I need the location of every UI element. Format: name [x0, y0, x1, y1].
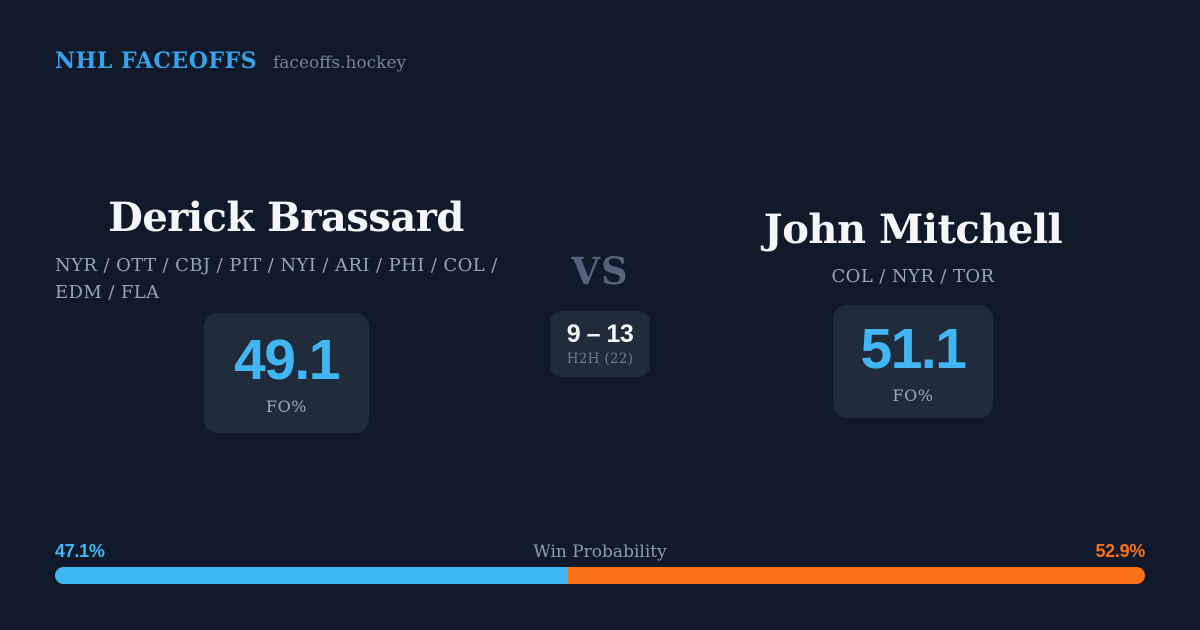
player-right-teams: COL / NYR / TOR: [831, 266, 995, 287]
player-left-name: Derick Brassard: [108, 194, 464, 241]
h2h-score: 9 – 13: [566, 320, 634, 348]
player-left-stat-card: 49.1 FO%: [204, 313, 369, 433]
header: NHL FACEOFFS faceoffs.hockey: [55, 48, 406, 74]
player-right-name: John Mitchell: [763, 206, 1063, 253]
player-right-fo-label: FO%: [892, 385, 934, 405]
site-url: faceoffs.hockey: [273, 53, 407, 73]
win-prob-title: Win Probability: [533, 542, 667, 562]
win-prob-left-pct: 47.1%: [55, 541, 105, 561]
player-right-fo-value: 51.1: [860, 316, 967, 381]
player-right-stat-card: 51.1 FO%: [833, 305, 993, 418]
h2h-label: H2H (22): [566, 351, 634, 367]
win-probability-bar-left-segment: [55, 567, 569, 584]
win-probability-bar: [55, 567, 1145, 584]
player-left-fo-value: 49.1: [234, 328, 340, 392]
player-left-fo-label: FO%: [266, 397, 307, 416]
brand-title: NHL FACEOFFS: [55, 48, 257, 74]
player-left-teams: NYR / OTT / CBJ / PIT / NYI / ARI / PHI …: [55, 255, 498, 303]
vs-label: VS: [571, 249, 629, 293]
win-prob-right-pct: 52.9%: [1095, 541, 1145, 561]
h2h-card: 9 – 13 H2H (22): [550, 311, 650, 377]
